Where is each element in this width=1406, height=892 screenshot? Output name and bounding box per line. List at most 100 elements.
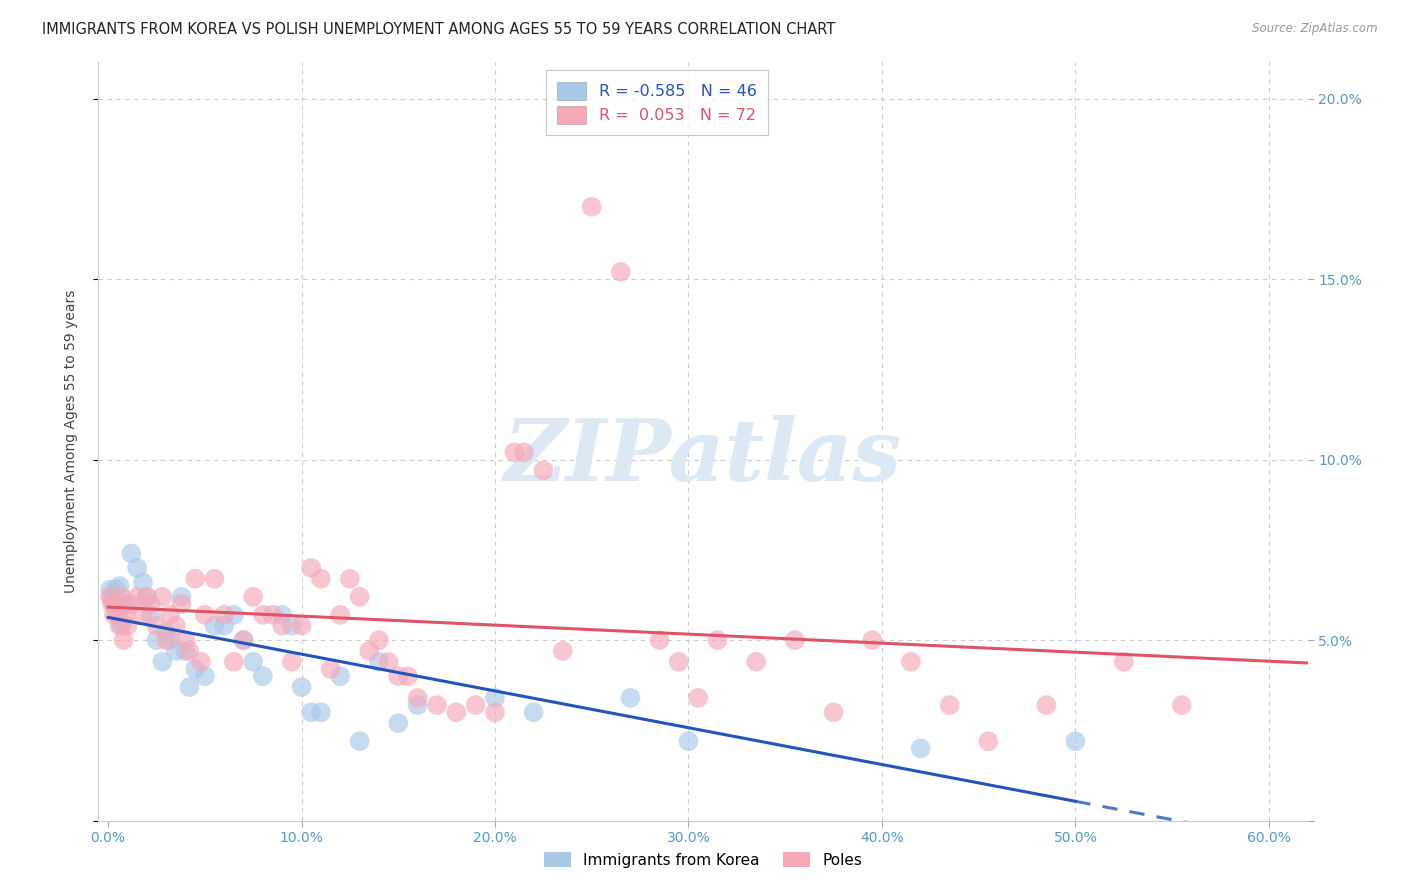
Point xyxy=(396,669,419,683)
Point xyxy=(387,716,409,731)
Point xyxy=(190,655,212,669)
Point xyxy=(108,618,131,632)
Point xyxy=(179,644,201,658)
Point xyxy=(98,582,121,597)
Point xyxy=(111,618,134,632)
Point xyxy=(101,597,124,611)
Point xyxy=(299,706,322,720)
Point xyxy=(271,607,294,622)
Point xyxy=(159,607,181,622)
Point xyxy=(112,633,135,648)
Point xyxy=(1064,734,1087,748)
Point xyxy=(309,706,332,720)
Point xyxy=(135,590,157,604)
Point xyxy=(127,561,149,575)
Point xyxy=(339,572,361,586)
Point xyxy=(104,582,127,597)
Point xyxy=(531,463,554,477)
Point xyxy=(155,626,177,640)
Point xyxy=(184,572,207,586)
Point xyxy=(503,445,526,459)
Point xyxy=(745,655,768,669)
Point xyxy=(204,618,226,632)
Point xyxy=(108,579,131,593)
Point xyxy=(484,706,506,720)
Point xyxy=(120,546,142,560)
Point xyxy=(117,618,139,632)
Point xyxy=(319,662,342,676)
Text: IMMIGRANTS FROM KOREA VS POLISH UNEMPLOYMENT AMONG AGES 55 TO 59 YEARS CORRELATI: IMMIGRANTS FROM KOREA VS POLISH UNEMPLOY… xyxy=(42,22,835,37)
Point xyxy=(900,655,922,669)
Point xyxy=(222,607,245,622)
Point xyxy=(377,655,399,669)
Point xyxy=(329,607,352,622)
Text: ZIPatlas: ZIPatlas xyxy=(503,415,903,499)
Point xyxy=(150,655,173,669)
Legend: Immigrants from Korea, Poles: Immigrants from Korea, Poles xyxy=(536,844,870,875)
Point xyxy=(688,690,710,705)
Point xyxy=(242,590,264,604)
Point xyxy=(252,669,274,683)
Point xyxy=(145,618,167,632)
Point xyxy=(368,633,391,648)
Point xyxy=(179,680,201,694)
Point xyxy=(170,590,193,604)
Point xyxy=(184,662,207,676)
Point xyxy=(619,690,641,705)
Point xyxy=(368,655,391,669)
Point xyxy=(204,572,226,586)
Point xyxy=(165,644,187,658)
Point xyxy=(938,698,960,712)
Point xyxy=(212,618,235,632)
Point xyxy=(232,633,254,648)
Point xyxy=(299,561,322,575)
Point xyxy=(252,607,274,622)
Point xyxy=(977,734,1000,748)
Point xyxy=(174,644,197,658)
Point xyxy=(823,706,845,720)
Point xyxy=(581,200,603,214)
Point xyxy=(271,618,294,632)
Point xyxy=(668,655,690,669)
Point xyxy=(464,698,486,712)
Point xyxy=(290,680,312,694)
Point xyxy=(114,607,136,622)
Point xyxy=(127,590,149,604)
Point xyxy=(174,633,197,648)
Point xyxy=(860,633,883,648)
Point xyxy=(281,618,304,632)
Point xyxy=(145,633,167,648)
Point xyxy=(1171,698,1194,712)
Point xyxy=(139,607,162,622)
Point xyxy=(107,604,129,618)
Point xyxy=(194,607,217,622)
Point xyxy=(111,590,134,604)
Point xyxy=(150,590,173,604)
Point xyxy=(783,633,806,648)
Point xyxy=(135,590,157,604)
Point xyxy=(523,706,546,720)
Point xyxy=(139,597,162,611)
Point xyxy=(406,698,429,712)
Point xyxy=(309,572,332,586)
Point xyxy=(112,597,135,611)
Point xyxy=(484,690,506,705)
Point xyxy=(262,607,284,622)
Point xyxy=(349,734,371,748)
Point xyxy=(232,633,254,648)
Point xyxy=(446,706,468,720)
Point xyxy=(678,734,700,748)
Point xyxy=(120,597,142,611)
Point xyxy=(426,698,449,712)
Point xyxy=(406,690,429,705)
Text: Source: ZipAtlas.com: Source: ZipAtlas.com xyxy=(1253,22,1378,36)
Point xyxy=(101,590,124,604)
Point xyxy=(648,633,671,648)
Point xyxy=(155,633,177,648)
Point xyxy=(103,597,125,611)
Point xyxy=(170,597,193,611)
Point xyxy=(706,633,728,648)
Point xyxy=(132,607,155,622)
Y-axis label: Unemployment Among Ages 55 to 59 years: Unemployment Among Ages 55 to 59 years xyxy=(63,290,77,593)
Point xyxy=(359,644,381,658)
